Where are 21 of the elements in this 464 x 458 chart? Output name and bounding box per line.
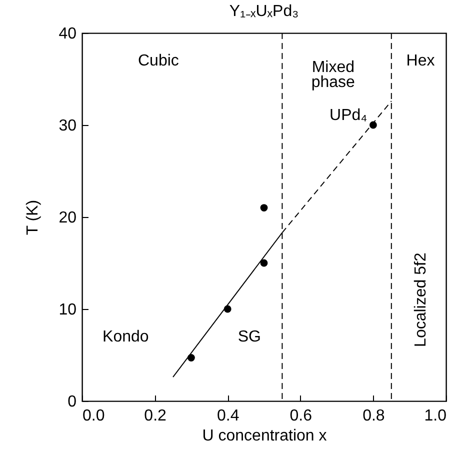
annotation: UPd₄ (330, 107, 368, 124)
annotation: Localized 5f2 (412, 252, 430, 347)
y-tick-label: 30 (58, 118, 77, 134)
annotation: Mixed phase (311, 59, 356, 92)
x-tick-label: 0.8 (362, 408, 385, 424)
annotation: Hex (406, 52, 435, 70)
x-tick-label: 0.4 (216, 408, 240, 424)
x-tick-label: 0.2 (144, 408, 167, 424)
y-tick-label: 20 (58, 210, 77, 226)
y-tick-label: 0 (68, 394, 77, 410)
y-axis-title: T (K) (24, 200, 42, 236)
x-tick-label: 0.0 (82, 408, 105, 424)
chart-title: Y₁₋ₓUₓPd₃ (229, 3, 299, 20)
annotation: SG (238, 328, 262, 346)
x-axis-title: U concentration x (202, 428, 327, 444)
y-tick-label: 40 (58, 26, 77, 42)
x-tick-label: 1.0 (424, 408, 447, 424)
y-tick-label: 10 (58, 302, 77, 318)
x-tick-label: 0.6 (290, 408, 312, 424)
annotation: Kondo (102, 328, 149, 346)
annotation: Cubic (138, 52, 179, 70)
